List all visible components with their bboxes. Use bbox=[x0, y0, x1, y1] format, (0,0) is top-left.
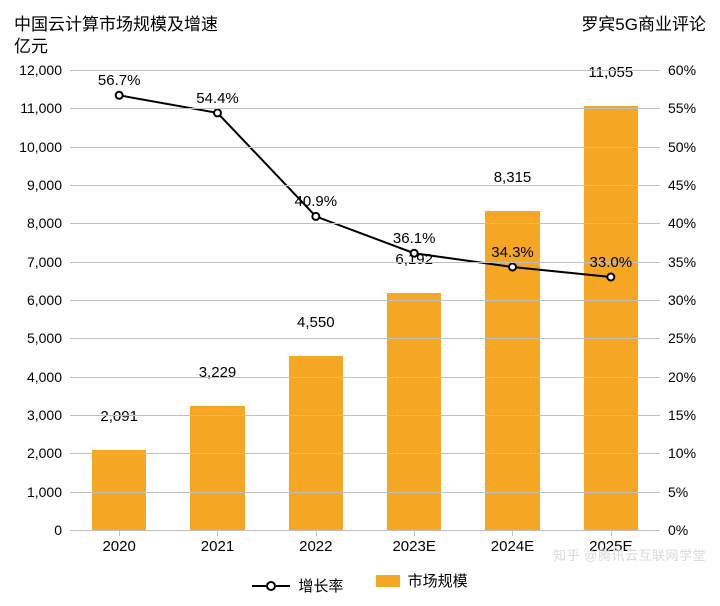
legend-item-bar: 市场规模 bbox=[376, 570, 468, 591]
y-axis-left-tick-label: 5,000 bbox=[27, 330, 62, 346]
watermark: 知乎 @腾讯云互联网学堂 bbox=[553, 545, 706, 564]
grid-line bbox=[70, 262, 660, 263]
y-axis-left-tick-label: 7,000 bbox=[27, 254, 62, 270]
y-axis-left-tick-label: 0 bbox=[54, 522, 62, 538]
y-axis-left-tick-label: 12,000 bbox=[19, 62, 62, 78]
grid-line bbox=[70, 453, 660, 454]
y-axis-right-tick-label: 55% bbox=[668, 100, 696, 116]
line-value-label: 33.0% bbox=[590, 254, 633, 277]
y-axis-right-tick-label: 0% bbox=[668, 522, 688, 538]
grid-line bbox=[70, 530, 660, 531]
grid-line bbox=[70, 70, 660, 71]
y-axis-right-tick-label: 5% bbox=[668, 484, 688, 500]
x-axis-tick-label: 2022 bbox=[299, 538, 332, 555]
legend: 增长率 市场规模 bbox=[0, 570, 720, 596]
y-axis-right-tick-label: 60% bbox=[668, 62, 696, 78]
y-axis-left-tick-label: 10,000 bbox=[19, 139, 62, 155]
grid-line bbox=[70, 492, 660, 493]
x-axis-tick-label: 2024E bbox=[491, 538, 534, 555]
y-axis-left-tick-label: 8,000 bbox=[27, 215, 62, 231]
y-axis-right-tick-label: 40% bbox=[668, 215, 696, 231]
legend-label-bar: 市场规模 bbox=[408, 570, 468, 591]
x-axis-tick-label: 2023E bbox=[392, 538, 435, 555]
line-value-label: 56.7% bbox=[98, 72, 141, 95]
grid-line bbox=[70, 377, 660, 378]
y-axis-left-tick-label: 3,000 bbox=[27, 407, 62, 423]
grid-line bbox=[70, 147, 660, 148]
grid-line bbox=[70, 108, 660, 109]
y-axis-left-tick-label: 6,000 bbox=[27, 292, 62, 308]
grid-line bbox=[70, 300, 660, 301]
y-axis-right-tick-label: 10% bbox=[668, 445, 696, 461]
legend-item-line: 增长率 bbox=[252, 575, 343, 596]
line-value-label: 36.1% bbox=[393, 230, 436, 253]
line-value-label: 34.3% bbox=[491, 244, 534, 267]
y-axis-right-tick-label: 20% bbox=[668, 369, 696, 385]
line-value-label: 54.4% bbox=[196, 90, 239, 113]
grid-line bbox=[70, 338, 660, 339]
y-axis-right-tick-label: 30% bbox=[668, 292, 696, 308]
chart-container: 中国云计算市场规模及增速 亿元 罗宾5G商业评论 2,09120203,2292… bbox=[0, 0, 720, 606]
y-axis-right-tick-label: 15% bbox=[668, 407, 696, 423]
y-axis-left-tick-label: 1,000 bbox=[27, 484, 62, 500]
grid-line bbox=[70, 223, 660, 224]
line-value-label: 40.9% bbox=[295, 193, 338, 216]
chart-subtitle-left: 亿元 bbox=[14, 32, 48, 57]
line-series bbox=[119, 95, 611, 277]
y-axis-right-tick-label: 25% bbox=[668, 330, 696, 346]
grid-line bbox=[70, 185, 660, 186]
y-axis-left-tick-label: 9,000 bbox=[27, 177, 62, 193]
y-axis-right-tick-label: 50% bbox=[668, 139, 696, 155]
y-axis-right-tick-label: 35% bbox=[668, 254, 696, 270]
chart-title-right: 罗宾5G商业评论 bbox=[581, 10, 706, 35]
legend-label-line: 增长率 bbox=[298, 575, 343, 596]
plot-area: 2,09120203,22920214,55020226,1922023E8,3… bbox=[70, 70, 660, 530]
y-axis-right-tick-label: 45% bbox=[668, 177, 696, 193]
y-axis-left-tick-label: 2,000 bbox=[27, 445, 62, 461]
y-axis-left-tick-label: 11,000 bbox=[20, 100, 62, 116]
legend-line-marker bbox=[252, 581, 290, 591]
grid-line bbox=[70, 415, 660, 416]
x-axis-tick-label: 2021 bbox=[201, 538, 234, 555]
legend-bar-swatch bbox=[376, 575, 400, 587]
y-axis-left-tick-label: 4,000 bbox=[27, 369, 62, 385]
x-axis-tick-label: 2020 bbox=[102, 538, 135, 555]
